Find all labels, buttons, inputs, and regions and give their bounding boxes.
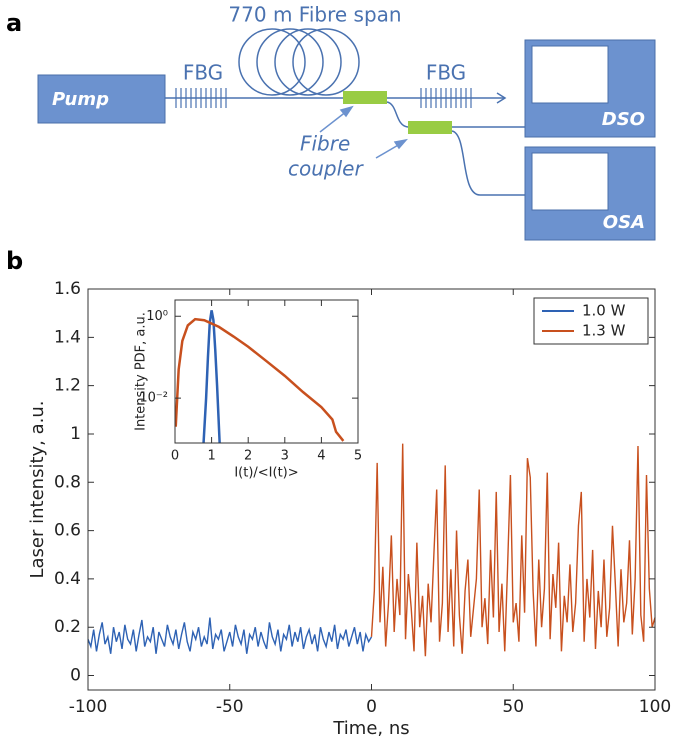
osa-label: OSA bbox=[603, 212, 645, 233]
series-line bbox=[370, 443, 656, 657]
y-tick-label: 10⁰ bbox=[146, 309, 168, 324]
series-line bbox=[87, 617, 373, 654]
y-axis-label: Laser intensity, a.u. bbox=[27, 401, 48, 579]
fbg-grating bbox=[175, 88, 472, 108]
y-tick-label: 0.6 bbox=[54, 521, 81, 541]
series-line bbox=[174, 317, 345, 442]
legend-label: 1.0 W bbox=[582, 302, 626, 320]
coupler bbox=[408, 121, 452, 134]
y-tick-label: 1.4 bbox=[54, 327, 81, 347]
x-tick-label: 0 bbox=[366, 697, 377, 717]
x-tick-label: 50 bbox=[502, 697, 524, 717]
legend-box bbox=[533, 297, 649, 345]
x-tick-label: 4 bbox=[317, 449, 325, 464]
fbg-label: FBG bbox=[426, 61, 466, 85]
y-tick-label: 0.4 bbox=[54, 569, 81, 589]
dso-screen bbox=[531, 45, 609, 104]
x-tick-label: 0 bbox=[171, 449, 179, 464]
x-tick-label: 2 bbox=[244, 449, 252, 464]
pump-label: Pump bbox=[52, 89, 109, 110]
fibre-coil bbox=[238, 28, 360, 96]
pointer-arrow bbox=[319, 105, 408, 159]
y-tick-label: 0.8 bbox=[54, 472, 81, 492]
x-tick-label: 1 bbox=[207, 449, 215, 464]
plot-frame bbox=[174, 299, 359, 444]
panel-label: a bbox=[6, 9, 22, 37]
x-axis-label: I(t)/<I(t)> bbox=[234, 465, 298, 480]
plot-area bbox=[175, 300, 358, 443]
legend-label: 1.3 W bbox=[582, 322, 626, 340]
coupler-label: coupler bbox=[288, 157, 364, 181]
y-tick-label: 1.2 bbox=[54, 376, 81, 396]
dso-label: DSO bbox=[602, 109, 645, 130]
panel-label: b bbox=[6, 247, 23, 275]
x-tick-label: -100 bbox=[69, 697, 108, 717]
x-tick-label: 5 bbox=[354, 449, 362, 464]
fibre-span-label: 770 m Fibre span bbox=[228, 3, 401, 27]
coupler-label: Fibre bbox=[300, 132, 350, 156]
y-tick-label: 0 bbox=[70, 666, 81, 686]
x-tick-label: -50 bbox=[216, 697, 244, 717]
y-tick-label: 10⁻² bbox=[139, 391, 168, 406]
y-tick-label: 1.6 bbox=[54, 279, 81, 299]
x-axis-label: Time, ns bbox=[332, 718, 409, 739]
fibre-branch bbox=[386, 101, 525, 196]
y-tick-label: 0.2 bbox=[54, 617, 81, 637]
x-tick-label: 3 bbox=[281, 449, 289, 464]
x-tick-label: 100 bbox=[639, 697, 671, 717]
y-axis-label: Intensity PDF, a.u. bbox=[134, 312, 149, 431]
coupler bbox=[343, 91, 387, 104]
fbg-label: FBG bbox=[183, 61, 223, 85]
osa-screen bbox=[531, 152, 609, 211]
series-line bbox=[202, 310, 221, 444]
fibre-end bbox=[496, 92, 507, 104]
y-tick-label: 1 bbox=[70, 424, 81, 444]
pump-box bbox=[37, 74, 166, 124]
